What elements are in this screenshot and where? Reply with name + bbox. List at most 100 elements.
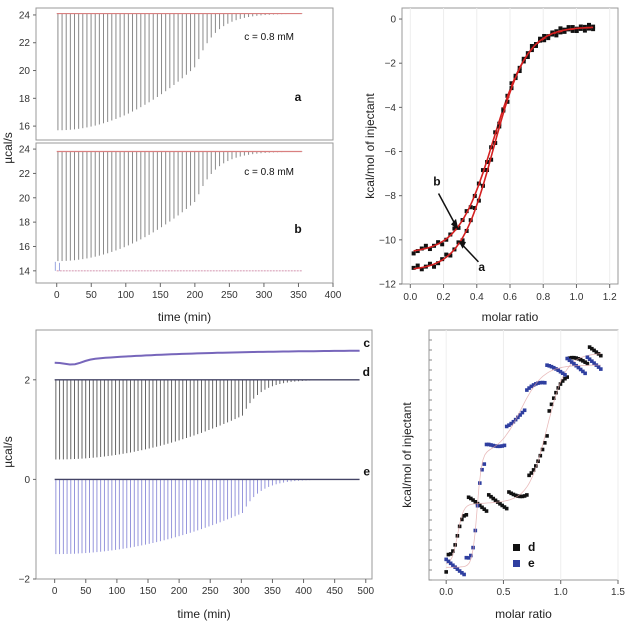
- x-tick-label: 0.0: [403, 292, 417, 303]
- panel-label-b: b: [294, 222, 301, 236]
- data-point-d: [538, 453, 543, 458]
- x-tick-label: 50: [86, 290, 98, 301]
- data-point-d: [542, 441, 547, 445]
- arrowhead-a: [458, 240, 466, 249]
- data-point-d: [594, 350, 599, 354]
- data-point-e: [587, 357, 592, 362]
- data-point-e: [567, 358, 572, 363]
- data-point-d: [448, 552, 453, 556]
- data-point-e: [480, 467, 484, 472]
- data-point-e: [545, 363, 549, 367]
- data-point-e: [464, 555, 469, 560]
- y-axis-label: kcal/mol of injectant: [363, 93, 377, 199]
- data-point-b: [419, 246, 424, 251]
- data-point-d: [473, 499, 478, 504]
- data-point-e: [486, 442, 491, 447]
- data-point-d: [513, 493, 518, 498]
- x-tick-label: 0.2: [437, 292, 451, 303]
- x-tick-label: 450: [326, 586, 343, 597]
- data-point-e: [569, 360, 574, 364]
- data-point-e: [451, 563, 455, 568]
- data-point-a: [558, 26, 563, 31]
- data-point-e: [502, 443, 507, 448]
- data-point-b: [415, 249, 420, 254]
- data-point-e: [583, 371, 587, 376]
- data-point-a: [574, 29, 579, 34]
- x-tick-label: 400: [295, 586, 312, 597]
- data-point-e: [596, 365, 601, 369]
- arrow-a: [461, 243, 479, 263]
- trace-label-d: d: [363, 365, 370, 379]
- data-point-d: [531, 468, 536, 472]
- data-point-a: [432, 264, 437, 269]
- x-tick-label: 100: [117, 290, 134, 301]
- data-point-e: [520, 410, 525, 415]
- x-tick-label: 0.8: [536, 292, 550, 303]
- data-point-b: [480, 168, 485, 173]
- data-point-b: [456, 225, 461, 230]
- arrow-b: [437, 193, 456, 225]
- legend-label-d: d: [528, 540, 535, 554]
- data-point-e: [527, 386, 531, 390]
- data-point-d: [507, 490, 511, 494]
- data-point-e: [484, 442, 489, 447]
- data-point-d: [585, 361, 590, 366]
- data-point-e: [578, 367, 583, 372]
- data-point-e: [558, 369, 563, 374]
- data-point-e: [504, 424, 509, 429]
- data-point-d: [486, 493, 491, 497]
- y-tick-label: 2: [24, 375, 30, 386]
- x-tick-label: 500: [357, 586, 374, 597]
- data-point-b: [566, 25, 571, 30]
- data-point-a: [554, 29, 559, 34]
- y-tick-label: −2: [385, 59, 397, 70]
- data-point-d: [590, 346, 594, 351]
- y-tick-label: 0: [24, 475, 30, 486]
- y-axis-label: kcal/mol of injectant: [400, 402, 414, 508]
- data-point-e: [572, 362, 576, 366]
- data-point-b: [509, 81, 514, 86]
- data-point-e: [457, 569, 462, 573]
- y-tick-label: 24: [19, 145, 31, 156]
- data-point-e: [556, 368, 561, 373]
- x-tick-label: 300: [256, 290, 273, 301]
- data-point-e: [542, 380, 547, 385]
- isotherm-label-b: b: [433, 175, 440, 189]
- data-point-e: [547, 364, 552, 368]
- data-point-d: [498, 501, 502, 506]
- x-tick-label: 100: [109, 586, 126, 597]
- data-point-a: [415, 263, 420, 268]
- y-tick-label: 22: [19, 38, 31, 49]
- data-point-e: [565, 356, 570, 361]
- data-point-e: [585, 355, 590, 360]
- data-point-e: [592, 361, 596, 365]
- data-point-e: [446, 559, 451, 564]
- data-point-d: [558, 382, 563, 386]
- data-point-d: [567, 356, 572, 360]
- data-point-a: [529, 43, 534, 48]
- data-point-e: [491, 443, 496, 448]
- data-point-d: [529, 471, 534, 475]
- data-point-b: [411, 251, 416, 256]
- data-point-d: [471, 498, 475, 502]
- x-tick-label: 0.4: [470, 292, 484, 303]
- data-point-e: [455, 567, 460, 571]
- data-point-d: [520, 494, 525, 499]
- data-point-d: [592, 348, 596, 353]
- data-point-b: [440, 242, 445, 247]
- y-tick-label: 22: [19, 169, 31, 180]
- data-point-d: [525, 493, 529, 497]
- data-point-d: [460, 517, 464, 522]
- x-tick-label: 1.2: [603, 292, 617, 303]
- legend-label-e: e: [528, 556, 535, 570]
- x-tick-label: 250: [202, 586, 219, 597]
- thermogram-panel-cde: 2 0 −2 0 50 100 150 200 250 300 350 400 450 500 c d e tim…: [1, 329, 375, 621]
- data-point-a: [562, 29, 567, 34]
- x-tick-label: 300: [233, 586, 250, 597]
- data-point-d: [527, 473, 531, 478]
- x-tick-label: 200: [171, 586, 188, 597]
- data-point-a: [570, 25, 575, 30]
- x-tick-label: 350: [264, 586, 281, 597]
- data-point-e: [590, 359, 594, 363]
- trace-label-c: c: [363, 336, 370, 350]
